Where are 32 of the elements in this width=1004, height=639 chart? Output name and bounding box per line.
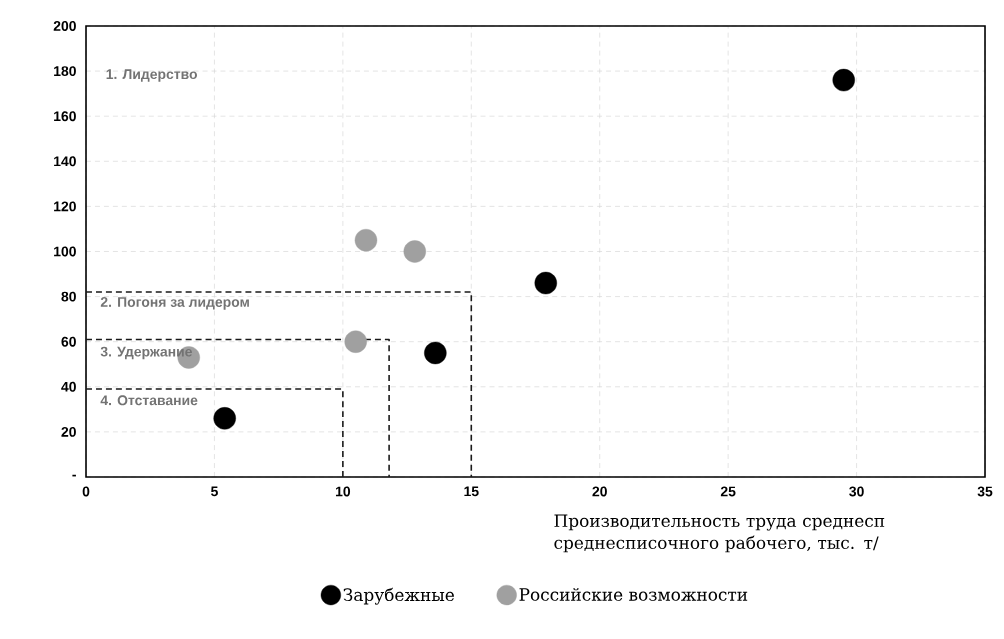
x-tick-label: 35 <box>977 486 993 497</box>
y-tick-label: 20 <box>61 426 76 437</box>
y-tick-label: 140 <box>54 156 76 167</box>
annotation: 2. Погоня за лидером <box>100 297 249 310</box>
legend-label: Российские возможности <box>519 587 748 601</box>
point <box>424 341 447 365</box>
x-tick-label: 20 <box>592 486 607 497</box>
y-tick-label: 180 <box>54 66 76 77</box>
x-tick-label: 30 <box>849 486 864 497</box>
y-tick-label: 160 <box>54 111 76 122</box>
x-axis-title: Производительность труда среднесп среднесписочного рабочего, тыс. т/ <box>554 514 885 553</box>
x-tick-label: 15 <box>464 486 479 497</box>
y-tick-label: 100 <box>54 246 76 257</box>
y-tick-label: 40 <box>61 381 76 392</box>
y-tick-label: 60 <box>61 336 76 347</box>
x-tick-label: 0 <box>82 486 90 497</box>
y-tick-label: 80 <box>61 291 76 302</box>
y-tick-label: 120 <box>54 201 76 212</box>
x-tick-label: 25 <box>720 486 736 497</box>
point <box>832 68 855 92</box>
y-tick-label: - <box>72 474 76 477</box>
point <box>354 229 378 252</box>
legend-label: Зарубежные <box>343 587 454 605</box>
y-tick-label: 200 <box>53 21 76 31</box>
x-tick-label: 10 <box>335 486 351 497</box>
annotation: 1. Лидерство <box>106 69 198 82</box>
annotation: 4. Отставание <box>100 395 198 406</box>
point <box>344 330 367 353</box>
point <box>403 240 426 263</box>
point <box>213 407 236 430</box>
point <box>534 271 557 295</box>
x-tick-label: 5 <box>210 486 218 497</box>
